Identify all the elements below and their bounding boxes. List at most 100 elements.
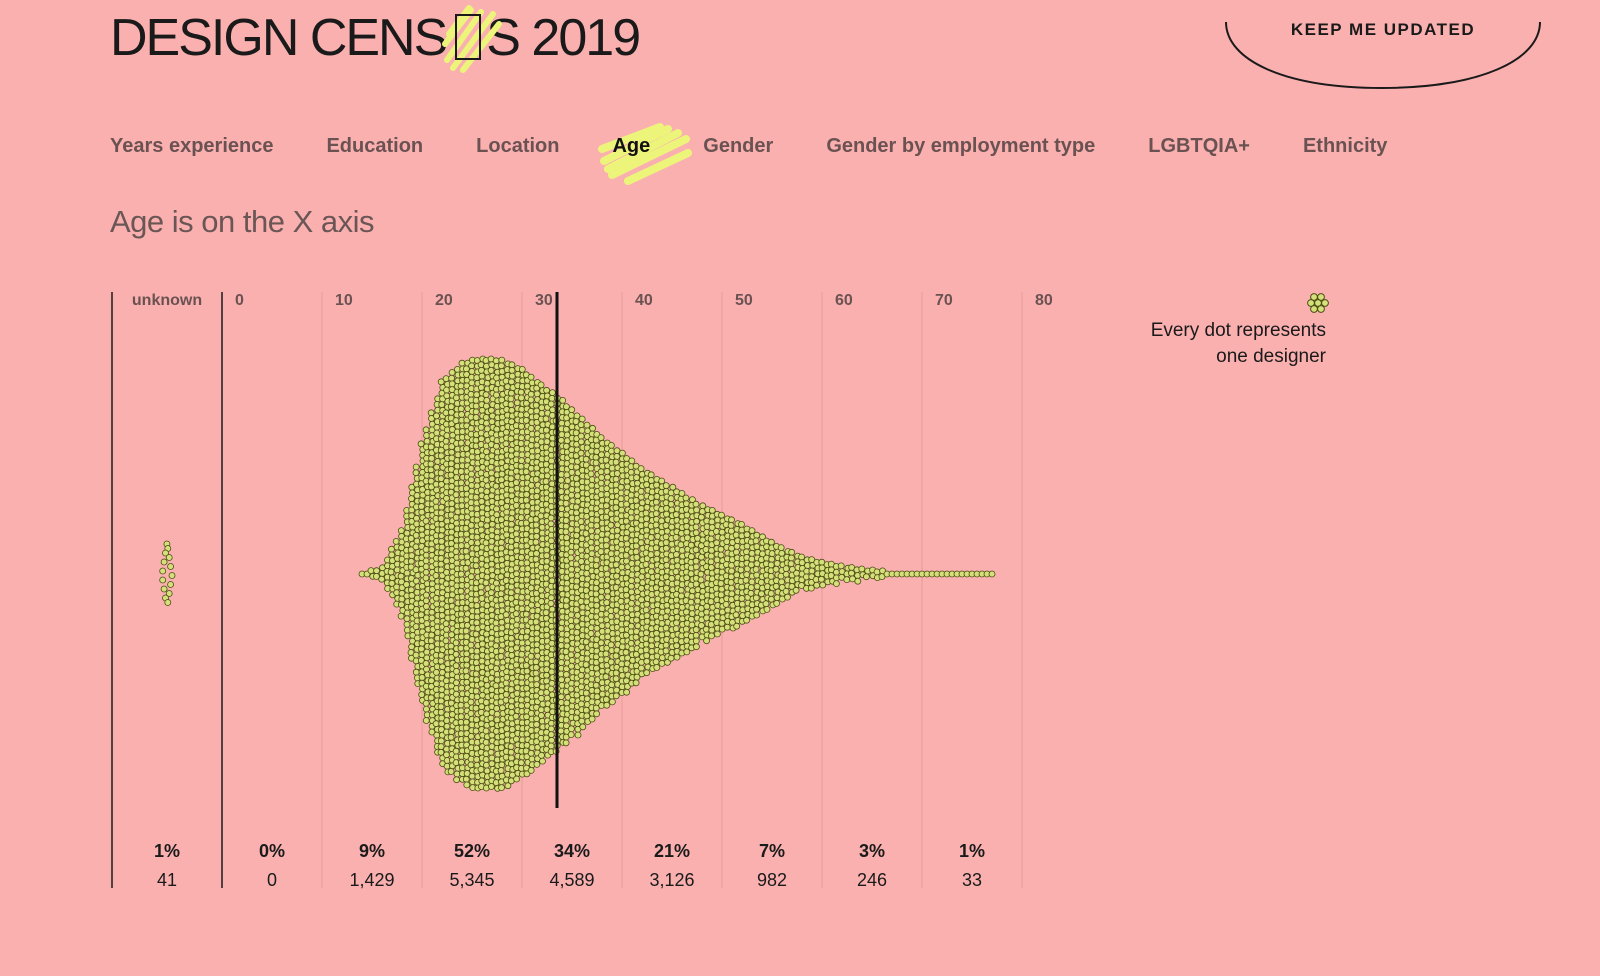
- dot: [577, 432, 585, 440]
- dot: [588, 675, 596, 683]
- dot: [612, 475, 620, 483]
- dot: [668, 506, 676, 514]
- tab-education[interactable]: Education: [326, 134, 424, 157]
- dot: [423, 665, 430, 673]
- tab-lgbtqia[interactable]: LGBTQIA+: [1148, 134, 1250, 157]
- dot: [497, 539, 505, 546]
- tab-gender[interactable]: Gender: [703, 134, 774, 157]
- dot-unknown: [167, 581, 175, 588]
- dot: [438, 549, 445, 557]
- dot: [543, 426, 550, 434]
- dot: [707, 552, 715, 560]
- dot: [488, 469, 495, 477]
- dot: [792, 586, 800, 594]
- dot: [727, 522, 735, 529]
- tab-gender-by-employment-type[interactable]: Gender by employment type: [826, 134, 1096, 157]
- dot: [589, 424, 596, 432]
- dot: [433, 731, 441, 739]
- dot: [467, 755, 475, 763]
- dot: [443, 432, 451, 440]
- keep-me-updated-button[interactable]: KEEP ME UPDATED: [1224, 0, 1542, 90]
- bin-percent-0-10: 0%: [259, 841, 285, 861]
- dot: [532, 664, 540, 671]
- dot: [397, 612, 405, 620]
- dot: [597, 639, 605, 647]
- dot: [854, 577, 862, 585]
- dot: [568, 622, 575, 630]
- dot: [422, 705, 430, 713]
- dot: [557, 642, 565, 649]
- dot: [443, 392, 451, 400]
- dot: [468, 379, 476, 387]
- dot: [422, 597, 430, 605]
- dot: [508, 726, 516, 733]
- dot: [543, 438, 551, 446]
- dot: [418, 525, 426, 533]
- dot: [497, 573, 505, 581]
- dot: [548, 640, 556, 647]
- dot: [433, 423, 441, 431]
- dot: [603, 570, 611, 578]
- dot: [633, 616, 640, 624]
- dot: [692, 523, 700, 531]
- tab-ethnicity[interactable]: Ethnicity: [1302, 134, 1388, 157]
- dot: [422, 568, 430, 576]
- dot: [652, 498, 660, 506]
- dot: [483, 767, 491, 775]
- dot: [607, 641, 615, 649]
- dot: [512, 627, 520, 635]
- dot: [482, 756, 490, 763]
- dot: [767, 590, 775, 597]
- dot: [657, 580, 665, 587]
- dot: [568, 588, 576, 596]
- dot: [472, 408, 480, 416]
- dot: [458, 456, 466, 464]
- tab-age[interactable]: Age: [598, 122, 693, 185]
- dot: [743, 531, 751, 539]
- tab-location[interactable]: Location: [476, 134, 560, 157]
- dot: [633, 554, 641, 561]
- dot: [403, 569, 411, 577]
- dot: [452, 548, 460, 556]
- dot: [437, 532, 445, 540]
- dot: [517, 440, 525, 447]
- logo[interactable]: DESIGN CENS S 2019: [110, 5, 641, 73]
- dot: [548, 423, 556, 431]
- dot: [432, 572, 440, 579]
- dot: [567, 651, 575, 659]
- dot: [578, 426, 586, 434]
- dot: [653, 481, 660, 489]
- dot: [524, 570, 531, 578]
- dot: [502, 428, 510, 436]
- dots-layer: [159, 355, 996, 792]
- dot: [373, 567, 381, 575]
- dot: [413, 514, 420, 522]
- dot: [742, 576, 750, 584]
- dot: [498, 761, 506, 769]
- dot: [467, 522, 475, 529]
- dot: [642, 561, 650, 568]
- dot: [592, 562, 600, 569]
- dot: [522, 496, 530, 504]
- x-tick-label-unknown: unknown: [132, 292, 202, 309]
- dot: [582, 706, 590, 714]
- dot: [788, 554, 795, 562]
- dot: [422, 591, 430, 599]
- dot: [582, 689, 590, 697]
- dot: [708, 564, 715, 571]
- dot: [728, 567, 735, 575]
- dot: [843, 576, 851, 583]
- dot: [508, 509, 516, 517]
- dot: [372, 573, 380, 580]
- dot: [548, 628, 556, 636]
- dot: [627, 468, 635, 476]
- dot: [587, 630, 595, 637]
- dot: [533, 493, 541, 500]
- dot: [513, 536, 521, 543]
- dot: [692, 580, 700, 588]
- dot: [563, 597, 570, 604]
- dot: [473, 756, 481, 763]
- tab-years-experience[interactable]: Years experience: [110, 134, 274, 157]
- dot: [432, 720, 440, 728]
- dot: [538, 438, 545, 446]
